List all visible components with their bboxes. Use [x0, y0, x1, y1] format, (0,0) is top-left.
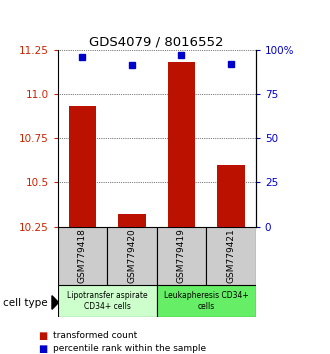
Text: Lipotransfer aspirate
CD34+ cells: Lipotransfer aspirate CD34+ cells: [67, 291, 148, 311]
Text: transformed count: transformed count: [53, 331, 137, 340]
Text: cell type: cell type: [3, 298, 48, 308]
Bar: [217, 165, 245, 227]
Text: Leukapheresis CD34+
cells: Leukapheresis CD34+ cells: [164, 291, 248, 311]
Title: GDS4079 / 8016552: GDS4079 / 8016552: [89, 35, 224, 48]
Bar: [168, 62, 195, 227]
Text: GSM779421: GSM779421: [226, 228, 236, 283]
Text: GSM779418: GSM779418: [78, 228, 87, 283]
Text: GSM779419: GSM779419: [177, 228, 186, 283]
Text: percentile rank within the sample: percentile rank within the sample: [53, 344, 206, 353]
Bar: [107, 227, 157, 285]
Bar: [118, 214, 146, 227]
Bar: [58, 227, 107, 285]
Text: ■: ■: [38, 344, 48, 354]
Polygon shape: [52, 296, 59, 309]
Bar: [58, 285, 157, 317]
Text: ■: ■: [38, 331, 48, 341]
Bar: [157, 285, 256, 317]
Text: GSM779420: GSM779420: [127, 228, 137, 283]
Bar: [69, 106, 96, 227]
Bar: [157, 227, 206, 285]
Bar: [206, 227, 256, 285]
